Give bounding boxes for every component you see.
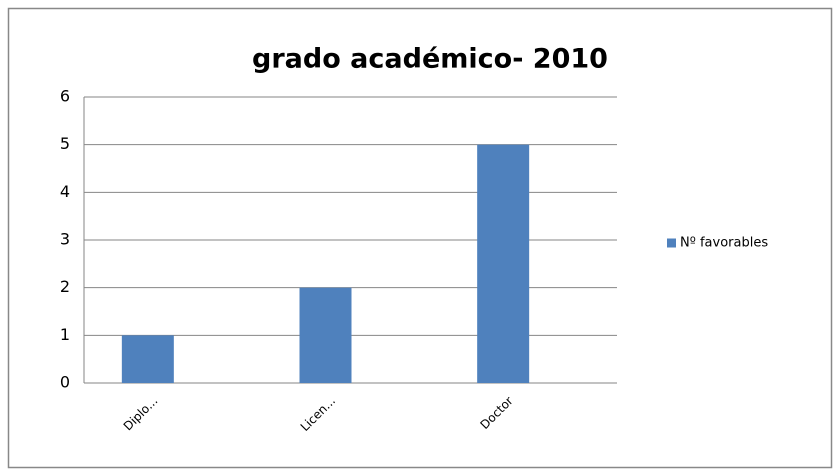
y-tick-label: 4: [60, 182, 70, 201]
bar: [477, 144, 530, 383]
y-tick-label: 2: [60, 277, 70, 296]
bar: [121, 335, 174, 383]
y-tick-label: 3: [60, 230, 70, 249]
y-tick-label: 5: [60, 134, 70, 153]
bar: [299, 287, 352, 383]
chart-border: [7, 7, 833, 469]
y-tick-label: 1: [60, 325, 70, 344]
legend-swatch: [667, 238, 676, 248]
legend-label: Nº favorables: [680, 236, 768, 251]
y-tick-label: 0: [60, 373, 70, 392]
chart-title: grado académico- 2010: [252, 44, 608, 75]
y-tick-label: 6: [60, 87, 70, 106]
